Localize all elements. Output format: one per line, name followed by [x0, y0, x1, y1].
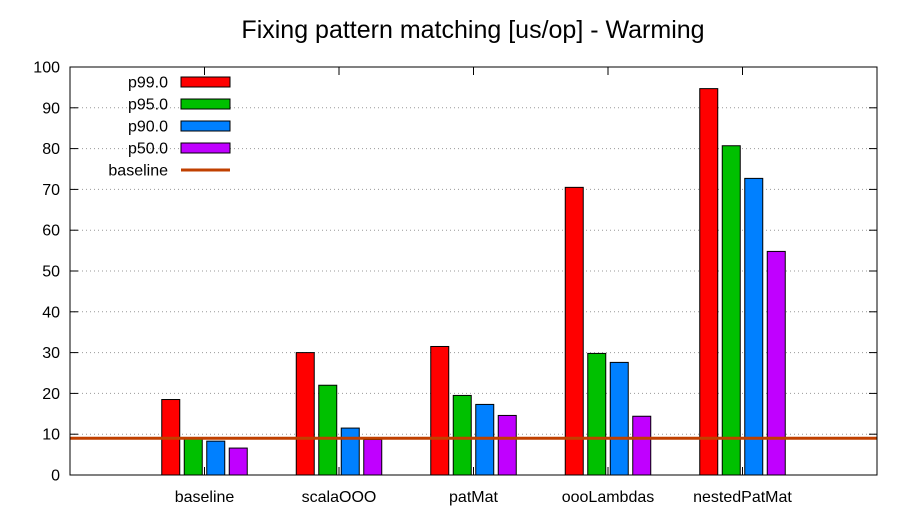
- bar-p50.0-baseline: [228, 447, 248, 476]
- legend-label: p95.0: [128, 97, 168, 114]
- bar-p95.0-nestedPatMat: [721, 145, 741, 476]
- legend-swatch: [180, 142, 231, 154]
- y-axis: 0 10 20 30 40 50 60 70 80 90 100: [33, 60, 877, 485]
- bar-p99.0-oooLambdas: [564, 186, 584, 476]
- legend-swatch: [180, 120, 231, 132]
- bar-p99.0-patMat: [430, 345, 450, 476]
- bar-p95.0-scalaOOO: [318, 384, 338, 476]
- legend-swatch: [180, 98, 231, 110]
- y-tick-label: 40: [42, 304, 60, 321]
- bar-p95.0-oooLambdas: [587, 352, 607, 476]
- bar-p90.0-nestedPatMat: [744, 177, 764, 476]
- grid: [70, 107, 877, 435]
- bar-p50.0-nestedPatMat: [766, 250, 786, 476]
- y-tick-label: 20: [42, 386, 60, 403]
- y-tick-label: 100: [33, 60, 60, 77]
- legend: p99.0 p95.0 p90.0 p50.0 baseline: [108, 75, 231, 180]
- bar-p99.0-scalaOOO: [295, 352, 315, 476]
- bar-p90.0-baseline: [206, 440, 226, 476]
- y-tick-label: 0: [51, 468, 60, 485]
- legend-label: p50.0: [128, 141, 168, 158]
- bar-p95.0-baseline: [183, 437, 203, 476]
- y-tick-label: 60: [42, 223, 60, 240]
- bar-p90.0-oooLambdas: [609, 361, 629, 476]
- x-tick-label: oooLambdas: [562, 489, 655, 506]
- y-tick-label: 80: [42, 141, 60, 158]
- y-tick-label: 70: [42, 182, 60, 199]
- bar-p95.0-patMat: [452, 394, 472, 476]
- bar-p90.0-scalaOOO: [340, 427, 360, 476]
- x-tick-label: baseline: [175, 489, 235, 506]
- bars: [161, 88, 786, 476]
- bar-p50.0-scalaOOO: [363, 439, 383, 476]
- legend-swatch: [180, 76, 231, 88]
- x-axis: baseline scalaOOO patMat oooLambdas nestedPa…: [175, 67, 792, 506]
- bar-p50.0-oooLambdas: [632, 415, 652, 476]
- x-tick-label: scalaOOO: [302, 489, 377, 506]
- chart-title: Fixing pattern matching [us/op] - Warmin…: [241, 16, 704, 44]
- legend-label: baseline: [108, 163, 168, 180]
- bar-p99.0-nestedPatMat: [699, 88, 719, 476]
- x-tick-label: nestedPatMat: [693, 489, 792, 506]
- y-tick-label: 90: [42, 100, 60, 117]
- y-tick-label: 50: [42, 264, 60, 281]
- bar-p50.0-patMat: [497, 414, 517, 476]
- legend-label: p90.0: [128, 119, 168, 136]
- y-tick-label: 30: [42, 345, 60, 362]
- y-tick-label: 10: [42, 427, 60, 444]
- x-tick-label: patMat: [449, 489, 498, 506]
- legend-label: p99.0: [128, 75, 168, 92]
